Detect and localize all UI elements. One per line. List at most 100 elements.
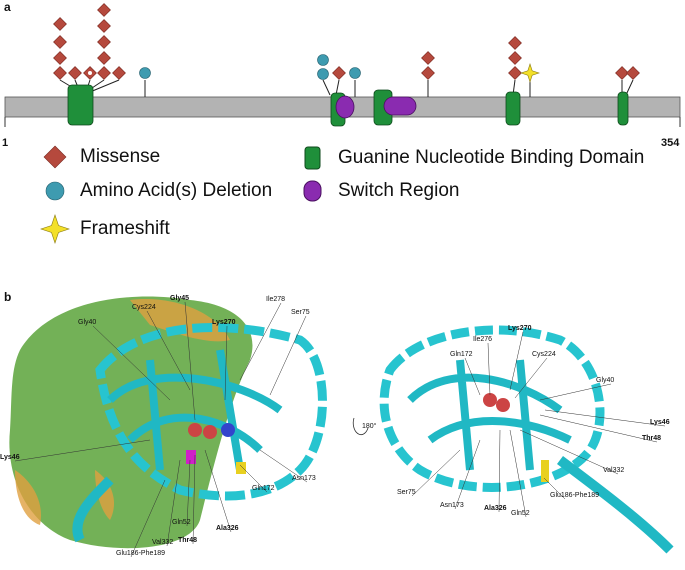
legend-label: Switch Region [338,180,459,201]
ribbon [107,349,283,471]
legend-label: Amino Acid(s) Deletion [80,180,272,201]
ribbon [556,456,674,554]
legend-label: Missense [80,146,160,167]
leader-line [184,301,196,421]
leader-line [411,449,461,497]
missense-marker [508,66,522,80]
leader-line [186,459,191,527]
panel-label: b [4,290,11,304]
leader-line [539,414,658,443]
residue-label: Val332 [152,539,173,546]
switch-swatch [303,180,322,202]
missense-marker [97,66,111,80]
residue-label: Ile276 [473,336,492,343]
residue-label: Gly45 [170,295,189,302]
leader-line [259,449,308,483]
residue-label: Cys224 [532,351,556,358]
panel-label: a [4,0,11,14]
residue-label: Thr48 [642,435,661,442]
gnbd-domain [505,91,521,126]
residue-label: Glu186-Phe189 [550,492,599,499]
stem [322,79,331,96]
missense-marker [68,66,82,80]
missense-marker [43,145,67,169]
leader-line [509,331,524,391]
leader-line [166,459,181,547]
structures [9,296,674,554]
residue-label: Ala326 [216,525,239,532]
leader-line [192,454,196,545]
residue-label: Lys46 [0,454,20,461]
leader-line [519,429,619,475]
deletion-marker [317,68,329,80]
leader-line [130,479,166,558]
missense-marker [53,51,67,65]
missense-marker [626,66,640,80]
leader-line [543,477,566,500]
start-label: 1 [2,137,8,149]
residue-label: Gln172 [252,485,275,492]
surface-patch [95,470,115,520]
leader-line [92,325,171,401]
leader-line [514,357,548,399]
residue-label: Thr48 [178,537,197,544]
gnbd-domain [67,84,94,126]
residue-label: Gln172 [450,351,473,358]
leader-line [544,409,666,427]
gnbd-domain [617,91,629,126]
missense-marker [508,36,522,50]
stem [89,79,120,93]
leader-line [239,302,282,381]
frameshift-marker [40,214,70,244]
missense-marker [332,66,346,80]
ligand [221,423,235,437]
residue-label: Gly40 [596,377,614,384]
frameshift-marker [520,63,540,83]
missense-marker [421,66,435,80]
missense-marker [97,3,111,17]
legend-label: Guanine Nucleotide Binding Domain [338,147,644,168]
missense-marker [53,17,67,31]
lollipop-plot [4,3,681,127]
residue-label: Val332 [603,467,624,474]
residue-label: Ile278 [266,296,285,303]
residue-label: Lys270 [508,325,532,332]
missense-marker [97,51,111,65]
surface-patch [15,470,41,525]
star-dot [88,71,92,75]
missense-marker [615,66,629,80]
residue [186,450,196,464]
missense-marker [97,35,111,49]
stem [335,79,340,96]
residue-label: Gly40 [78,319,96,326]
leader-line [269,315,307,396]
residue-label: Ser75 [291,309,310,316]
leader-line [204,449,232,533]
switch-region [335,95,355,119]
residue-label: Gln52 [172,519,191,526]
leader-line [454,439,481,510]
leader-line [539,383,612,401]
gnbd-swatch [304,146,321,170]
residue-label: Glu186-Phe189 [116,550,165,557]
residue-label: Lys46 [650,419,670,426]
ribbon [95,323,327,501]
residue-labels: Gly40 Cys224 Gly45 Lys270 Ile278 Ser75 Lys46 As… [0,295,670,558]
residue-label: Ala326 [484,505,507,512]
residue [541,460,549,482]
leader-line [464,357,481,396]
deletion-marker [349,67,361,79]
missense-marker [53,66,67,80]
leader-line [239,464,268,493]
deletion-marker [317,54,329,66]
ligand [496,398,510,412]
surface [9,296,253,549]
leader-line [224,325,228,401]
legend-label: Frameshift [80,218,170,239]
missense-marker [97,19,111,33]
residue-label: Cys224 [132,304,156,311]
residue-label: Asn173 [440,502,464,509]
stem [625,79,634,96]
missense-marker [53,35,67,49]
